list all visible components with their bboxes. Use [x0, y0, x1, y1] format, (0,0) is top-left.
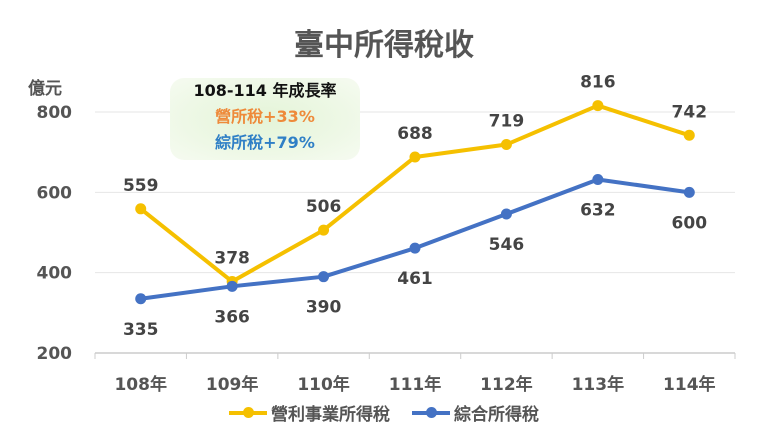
- y-tick-label: 400: [37, 264, 73, 284]
- growth-annotation: 108-114 年成長率 營所稅+33% 綜所稅+79%: [170, 78, 360, 160]
- data-label: 378: [214, 249, 250, 269]
- data-label: 816: [580, 73, 616, 93]
- y-tick-label: 800: [37, 103, 73, 123]
- annotation-title: 108-114 年成長率: [193, 81, 337, 100]
- legend-label: 綜合所得稅: [454, 405, 539, 425]
- annotation-corporate: 營所稅+33%: [215, 107, 315, 126]
- x-tick-label: 109年: [206, 374, 259, 395]
- chart-title: 臺中所得稅收: [294, 28, 474, 63]
- x-tick-label: 110年: [297, 374, 350, 395]
- legend-label: 營利事業所得稅: [271, 405, 390, 425]
- data-point: [500, 139, 512, 151]
- legend: 營利事業所得稅 綜合所得稅: [0, 400, 768, 425]
- data-label: 600: [672, 213, 708, 233]
- data-label: 390: [306, 298, 342, 318]
- legend-swatch: [229, 406, 267, 418]
- data-label: 719: [489, 112, 525, 132]
- x-tick-label: 108年: [114, 374, 167, 395]
- data-point: [318, 224, 330, 236]
- data-label: 559: [123, 176, 159, 196]
- data-label: 688: [397, 124, 433, 144]
- data-label: 632: [580, 200, 616, 220]
- data-point: [592, 173, 604, 185]
- data-label: 546: [489, 235, 525, 255]
- data-label: 742: [672, 102, 708, 122]
- data-label: 461: [397, 269, 433, 289]
- data-point: [500, 208, 512, 220]
- y-axis-label: 億元: [28, 79, 62, 99]
- data-point: [683, 186, 695, 198]
- x-tick-label: 111年: [389, 374, 442, 395]
- data-point: [592, 100, 604, 112]
- x-tick-label: 112年: [480, 374, 533, 395]
- data-point: [683, 129, 695, 141]
- data-label: 506: [306, 197, 342, 217]
- data-point: [318, 271, 330, 283]
- x-tick-label: 113年: [572, 374, 625, 395]
- data-label: 335: [123, 320, 159, 340]
- y-tick-label: 200: [37, 344, 73, 364]
- y-tick-label: 600: [37, 183, 73, 203]
- data-point: [409, 242, 421, 254]
- data-point: [226, 280, 238, 292]
- data-point: [135, 203, 147, 215]
- legend-item-corporate: 營利事業所得稅: [229, 400, 390, 425]
- data-label: 366: [214, 307, 250, 327]
- x-tick-label: 114年: [663, 374, 716, 395]
- annotation-individual: 綜所稅+79%: [215, 133, 315, 152]
- legend-swatch: [412, 406, 450, 418]
- data-point: [409, 151, 421, 163]
- data-point: [135, 293, 147, 305]
- legend-item-individual: 綜合所得稅: [412, 400, 539, 425]
